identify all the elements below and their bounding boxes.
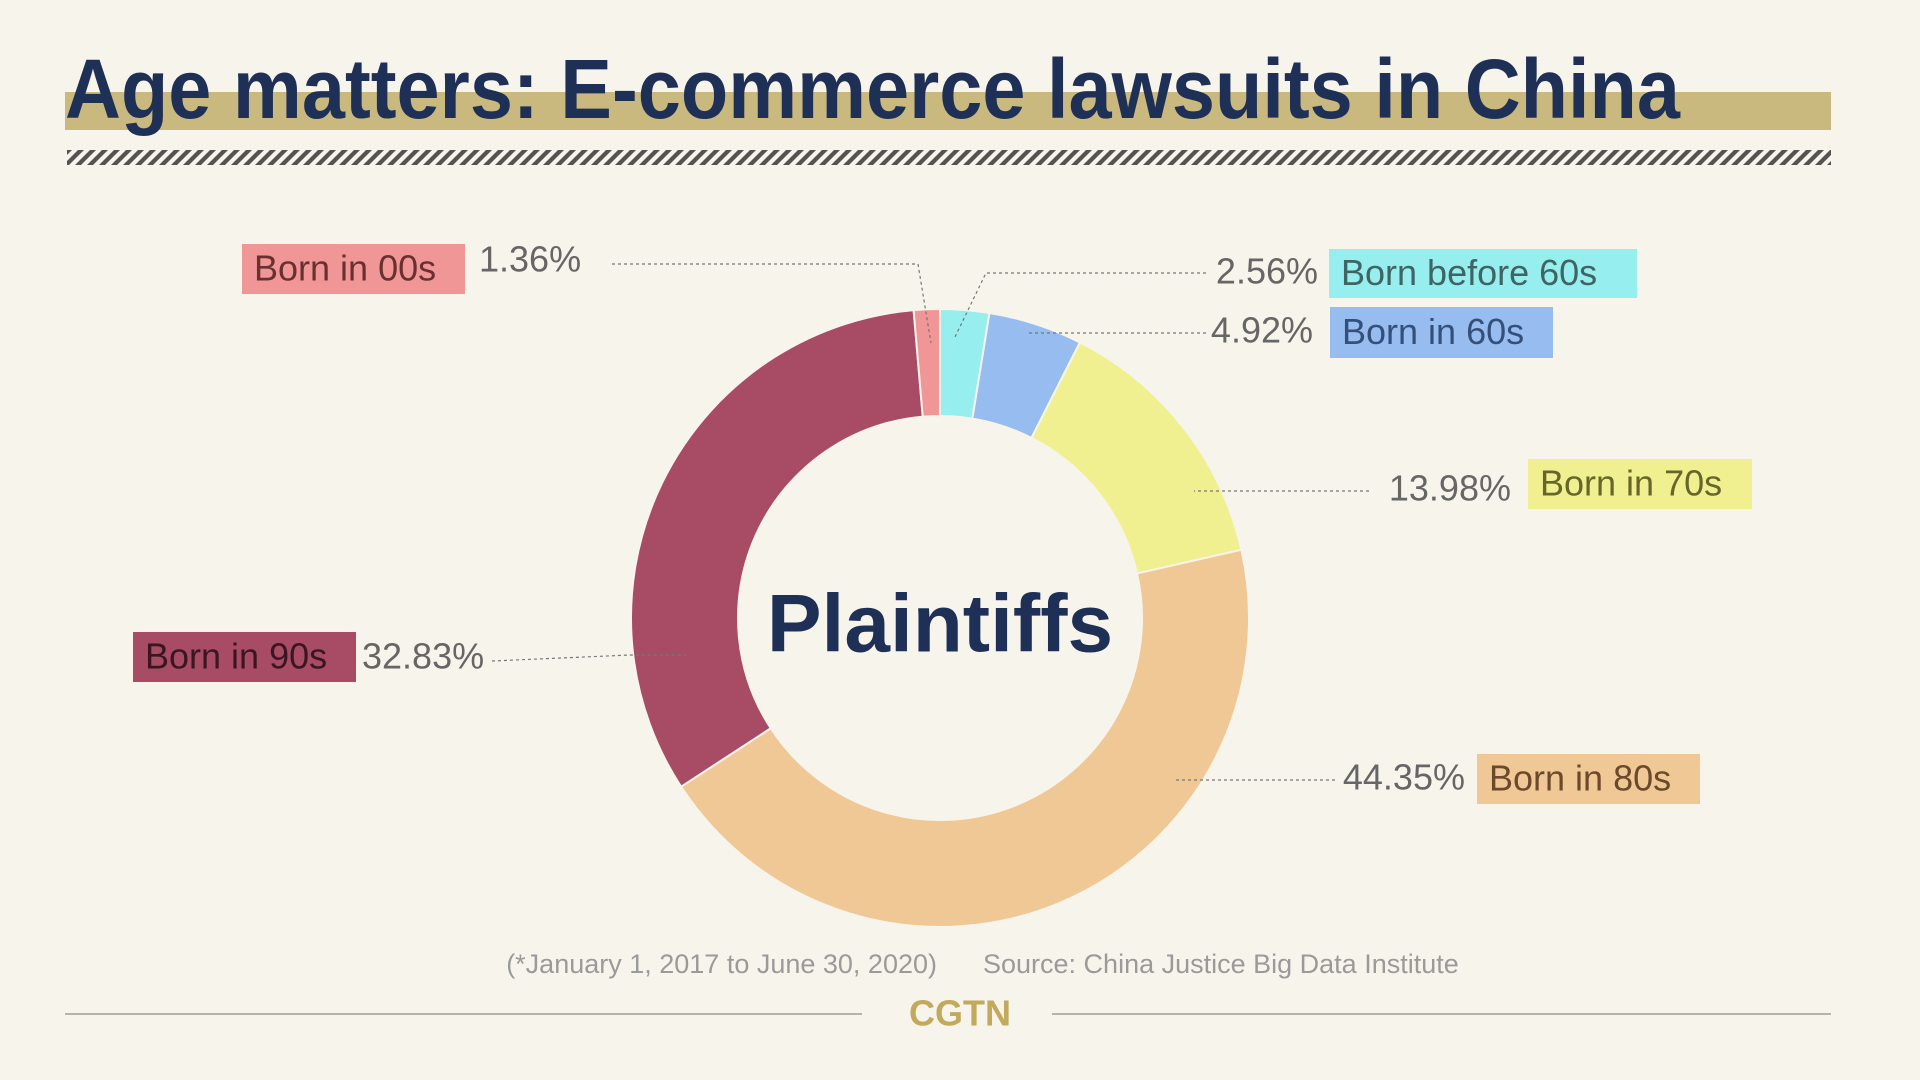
donut-slice bbox=[912, 307, 941, 418]
value-label: 13.98% bbox=[1389, 468, 1511, 509]
center-label: Plaintiffs bbox=[767, 579, 1113, 670]
legend-label: Born in 80s bbox=[1489, 758, 1671, 799]
source: Source: China Justice Big Data Institute bbox=[983, 949, 1459, 979]
chart-title: Age matters: E-commerce lawsuits in Chin… bbox=[65, 42, 1681, 136]
legend-swatch bbox=[1330, 307, 1553, 358]
legend-label: Born in 90s bbox=[145, 636, 327, 677]
legend-label: Born before 60s bbox=[1341, 252, 1597, 293]
legend-label: Born in 00s bbox=[254, 248, 436, 289]
value-label: 44.35% bbox=[1343, 757, 1465, 798]
legend-label: Born in 60s bbox=[1342, 311, 1524, 352]
leader-line bbox=[954, 272, 1206, 338]
legend-swatch bbox=[133, 632, 356, 682]
donut-slice bbox=[679, 548, 1250, 929]
donut-chart: Born before 60s 2.56% Born in 60s 4.92% Born… bbox=[133, 239, 1752, 929]
leader-line bbox=[612, 263, 932, 344]
note: (*January 1, 2017 to June 30, 2020) bbox=[506, 949, 937, 979]
legend-swatch bbox=[242, 244, 465, 294]
legend-swatch bbox=[1528, 459, 1752, 509]
donut-slice bbox=[630, 309, 924, 789]
value-label: 4.92% bbox=[1211, 310, 1313, 351]
legend-swatch bbox=[1477, 754, 1700, 804]
leader-line bbox=[491, 654, 686, 662]
logo: CGTN bbox=[909, 993, 1011, 1034]
value-label: 32.83% bbox=[362, 636, 484, 677]
legend-swatch bbox=[1329, 249, 1637, 298]
legend-label: Born in 70s bbox=[1540, 463, 1722, 504]
title-bar bbox=[65, 92, 1831, 130]
hatch-stripe bbox=[67, 150, 1831, 165]
value-label: 2.56% bbox=[1216, 251, 1318, 292]
value-label: 1.36% bbox=[479, 239, 581, 280]
